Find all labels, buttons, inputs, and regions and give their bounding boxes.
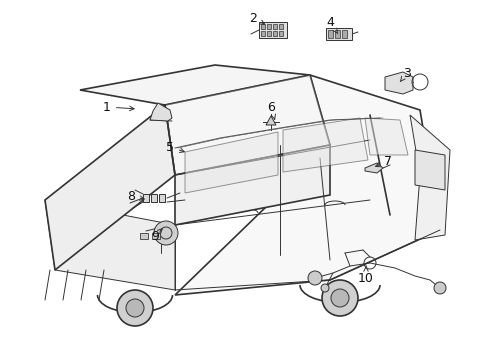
FancyBboxPatch shape	[335, 30, 340, 38]
Text: 4: 4	[326, 15, 338, 33]
Circle shape	[126, 299, 144, 317]
FancyBboxPatch shape	[140, 233, 148, 239]
Text: 9: 9	[151, 229, 162, 243]
FancyBboxPatch shape	[143, 194, 149, 202]
FancyBboxPatch shape	[267, 24, 271, 29]
Polygon shape	[165, 75, 330, 175]
Circle shape	[117, 290, 153, 326]
FancyBboxPatch shape	[273, 31, 277, 36]
Text: 6: 6	[267, 100, 275, 119]
FancyBboxPatch shape	[326, 28, 352, 40]
Text: 2: 2	[249, 12, 265, 24]
Circle shape	[331, 289, 349, 307]
FancyBboxPatch shape	[261, 24, 265, 29]
FancyBboxPatch shape	[328, 30, 333, 38]
Circle shape	[434, 282, 446, 294]
Circle shape	[321, 284, 329, 292]
Polygon shape	[175, 145, 330, 225]
FancyBboxPatch shape	[267, 31, 271, 36]
Polygon shape	[150, 103, 172, 121]
FancyBboxPatch shape	[273, 24, 277, 29]
Text: 1: 1	[103, 100, 134, 113]
FancyBboxPatch shape	[342, 30, 347, 38]
Polygon shape	[365, 118, 408, 155]
Polygon shape	[80, 65, 310, 105]
Polygon shape	[45, 200, 175, 290]
Polygon shape	[283, 118, 368, 172]
FancyBboxPatch shape	[259, 22, 287, 38]
Text: 10: 10	[358, 266, 374, 284]
Polygon shape	[365, 163, 383, 173]
Text: 5: 5	[166, 140, 184, 153]
FancyBboxPatch shape	[279, 31, 283, 36]
Text: 7: 7	[375, 154, 392, 167]
Polygon shape	[185, 132, 278, 193]
Polygon shape	[415, 150, 445, 190]
Circle shape	[154, 221, 178, 245]
FancyBboxPatch shape	[159, 194, 165, 202]
Circle shape	[308, 271, 322, 285]
Polygon shape	[266, 116, 276, 125]
Text: 3: 3	[400, 67, 411, 82]
FancyBboxPatch shape	[261, 31, 265, 36]
Polygon shape	[175, 75, 440, 295]
Polygon shape	[410, 115, 450, 240]
FancyBboxPatch shape	[151, 194, 157, 202]
Polygon shape	[45, 105, 175, 270]
Text: 8: 8	[127, 189, 144, 202]
Polygon shape	[385, 72, 413, 94]
FancyBboxPatch shape	[279, 24, 283, 29]
Circle shape	[322, 280, 358, 316]
FancyBboxPatch shape	[152, 233, 160, 239]
